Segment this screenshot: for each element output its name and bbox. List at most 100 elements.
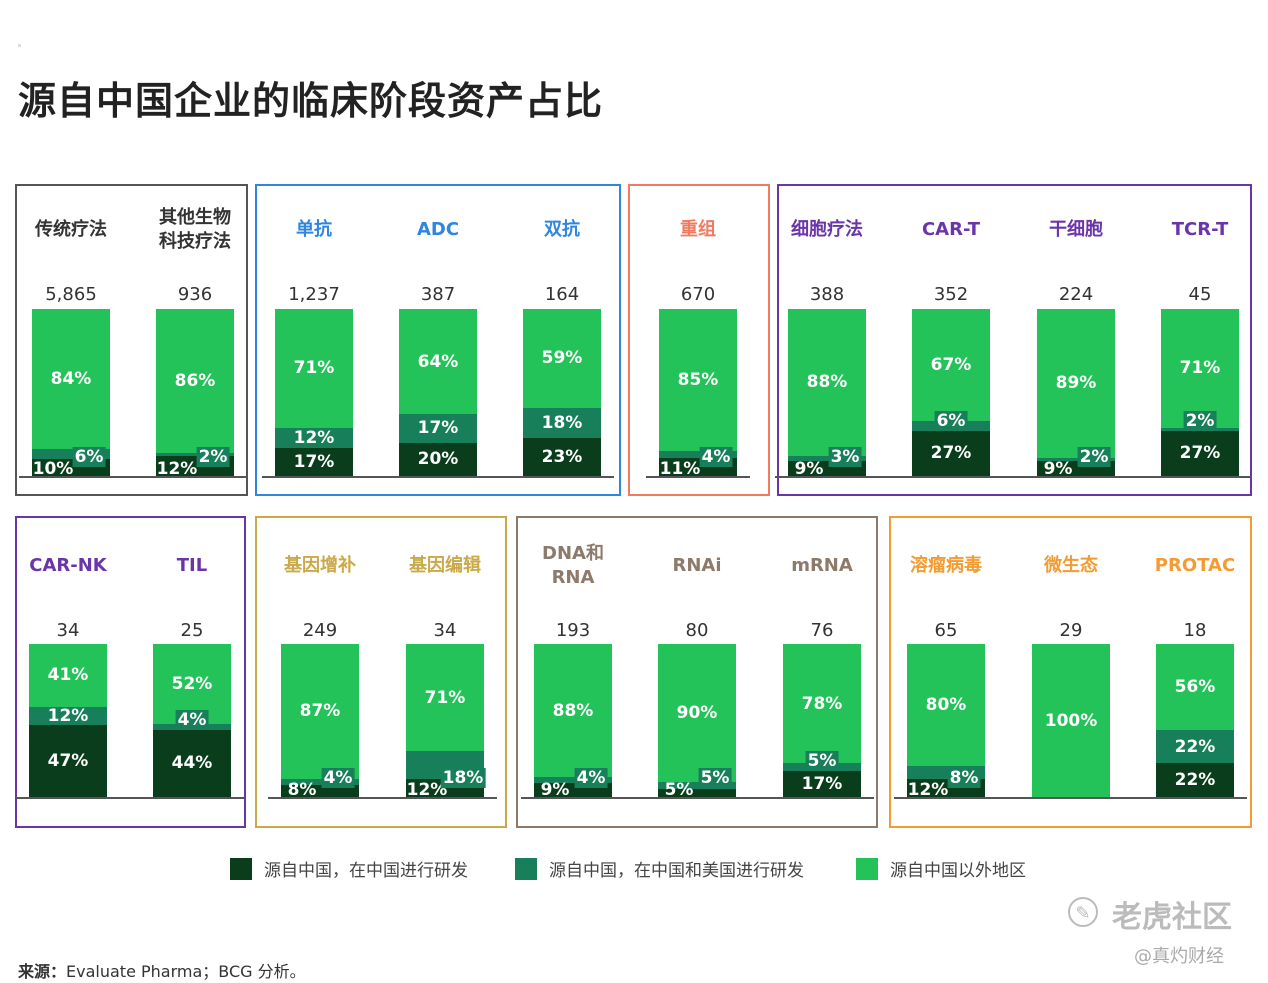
watermark-brand: 老虎社区: [1112, 900, 1232, 935]
asset-count: 25: [180, 620, 204, 641]
pct-both: 3%: [828, 447, 862, 467]
bar-outside: [1032, 644, 1110, 797]
group-box-2: [628, 184, 770, 496]
asset-count: 936: [177, 284, 213, 305]
asset-count: 34: [433, 620, 457, 641]
bar-segment-both: [788, 455, 866, 461]
bar-outside: [29, 644, 107, 797]
bar-segment-local: [275, 447, 353, 476]
category-label: 微生态: [1044, 555, 1098, 576]
pct-outside: 71%: [424, 687, 466, 708]
pct-both: 4%: [175, 709, 209, 730]
asset-count: 80: [685, 620, 709, 641]
legend-item-both: 源自中国，在中国和美国进行研发: [515, 856, 804, 881]
baseline-3: [775, 476, 1252, 478]
asset-count: 65: [934, 620, 958, 641]
pct-local: 9%: [794, 459, 824, 479]
pct-local: 12%: [907, 780, 949, 800]
pct-outside: 88%: [806, 372, 848, 393]
source-prefix: 来源：: [18, 962, 67, 981]
group-box-5: [255, 516, 507, 828]
pct-local: 9%: [540, 780, 570, 800]
group-box-6: [516, 516, 878, 828]
pct-outside: 89%: [1055, 373, 1097, 394]
legend-label-both: 源自中国，在中国和美国进行研发: [549, 861, 804, 881]
bar-segment-both: [156, 452, 234, 456]
asset-count: 76: [810, 620, 834, 641]
pct-local: 12%: [156, 459, 198, 479]
bar-segment-both: [658, 781, 736, 790]
pct-local: 9%: [1043, 459, 1073, 479]
bar-segment-both: [659, 450, 737, 458]
pct-local: 5%: [664, 780, 694, 800]
pct-outside: 71%: [293, 358, 335, 379]
category-label: ADC: [416, 219, 460, 240]
bar-outside: [399, 309, 477, 476]
bar-outside: [783, 644, 861, 797]
bar-outside: [1156, 644, 1234, 797]
pct-both: 2%: [196, 447, 230, 467]
pct-outside: 87%: [299, 701, 341, 722]
pct-outside: 78%: [801, 693, 843, 714]
pct-local: 23%: [541, 446, 583, 467]
bar-segment-local: [912, 430, 990, 476]
pct-local: 17%: [801, 773, 843, 794]
category-label: 基因增补: [284, 555, 356, 576]
category-label: 基因编辑: [409, 555, 481, 576]
pct-local: 10%: [32, 459, 74, 479]
category-label: mRNA: [791, 555, 853, 576]
bar-segment-local: [1156, 763, 1234, 797]
bar-outside: [153, 644, 231, 797]
pct-both: 6%: [934, 410, 968, 431]
pct-outside: 84%: [50, 369, 92, 390]
pct-local: 27%: [1179, 443, 1221, 464]
pct-outside: 67%: [930, 354, 972, 375]
bar-outside: [275, 309, 353, 476]
pct-local: 44%: [171, 753, 213, 774]
baseline-4: [16, 797, 244, 799]
legend-label-outside: 源自中国以外地区: [890, 861, 1026, 881]
baseline-2: [646, 476, 750, 478]
baseline-7: [894, 797, 1247, 799]
bar-segment-local: [153, 729, 231, 797]
bar-segment-both: [275, 427, 353, 448]
source-text: Evaluate Pharma；BCG 分析。: [66, 962, 306, 981]
asset-count: 388: [809, 284, 845, 305]
category-label: 干细胞: [1049, 219, 1103, 240]
category-label: DNA和 RNA: [542, 543, 604, 588]
category-label: CAR-NK: [29, 555, 107, 576]
asset-count: 164: [544, 284, 580, 305]
asset-count: 193: [555, 620, 591, 641]
asset-count: 29: [1059, 620, 1083, 641]
group-box-3: [777, 184, 1252, 496]
bar-segment-local: [658, 789, 736, 797]
pct-outside: 71%: [1179, 358, 1221, 379]
group-box-0: [15, 184, 248, 496]
category-label: 其他生物 科技疗法: [159, 207, 231, 252]
pct-local: 12%: [406, 780, 448, 800]
bar-segment-local: [399, 442, 477, 476]
category-label: CAR-T: [921, 219, 981, 240]
asset-count: 352: [933, 284, 969, 305]
asset-count: 670: [680, 284, 716, 305]
bar-segment-both: [523, 407, 601, 438]
bar-segment-both: [534, 777, 612, 784]
pct-local: 27%: [930, 443, 972, 464]
pct-local: 17%: [293, 451, 335, 472]
legend-swatch-outside: [856, 857, 878, 880]
legend-label-local: 源自中国，在中国进行研发: [264, 861, 468, 881]
category-label: 单抗: [296, 219, 332, 240]
pct-outside: 100%: [1044, 710, 1098, 731]
pct-both: 4%: [321, 768, 355, 788]
tiger-logo-icon: ✎: [1068, 897, 1098, 927]
bar-outside: [523, 309, 601, 476]
pct-both: 8%: [947, 768, 981, 788]
pct-both: 5%: [698, 768, 732, 788]
pct-both: 2%: [1077, 447, 1111, 467]
pct-local: 20%: [417, 449, 459, 470]
bar-segment-local: [29, 725, 107, 797]
asset-count: 387: [420, 284, 456, 305]
asset-count: 34: [56, 620, 80, 641]
baseline-5: [268, 797, 497, 799]
pct-both: 22%: [1174, 736, 1216, 757]
